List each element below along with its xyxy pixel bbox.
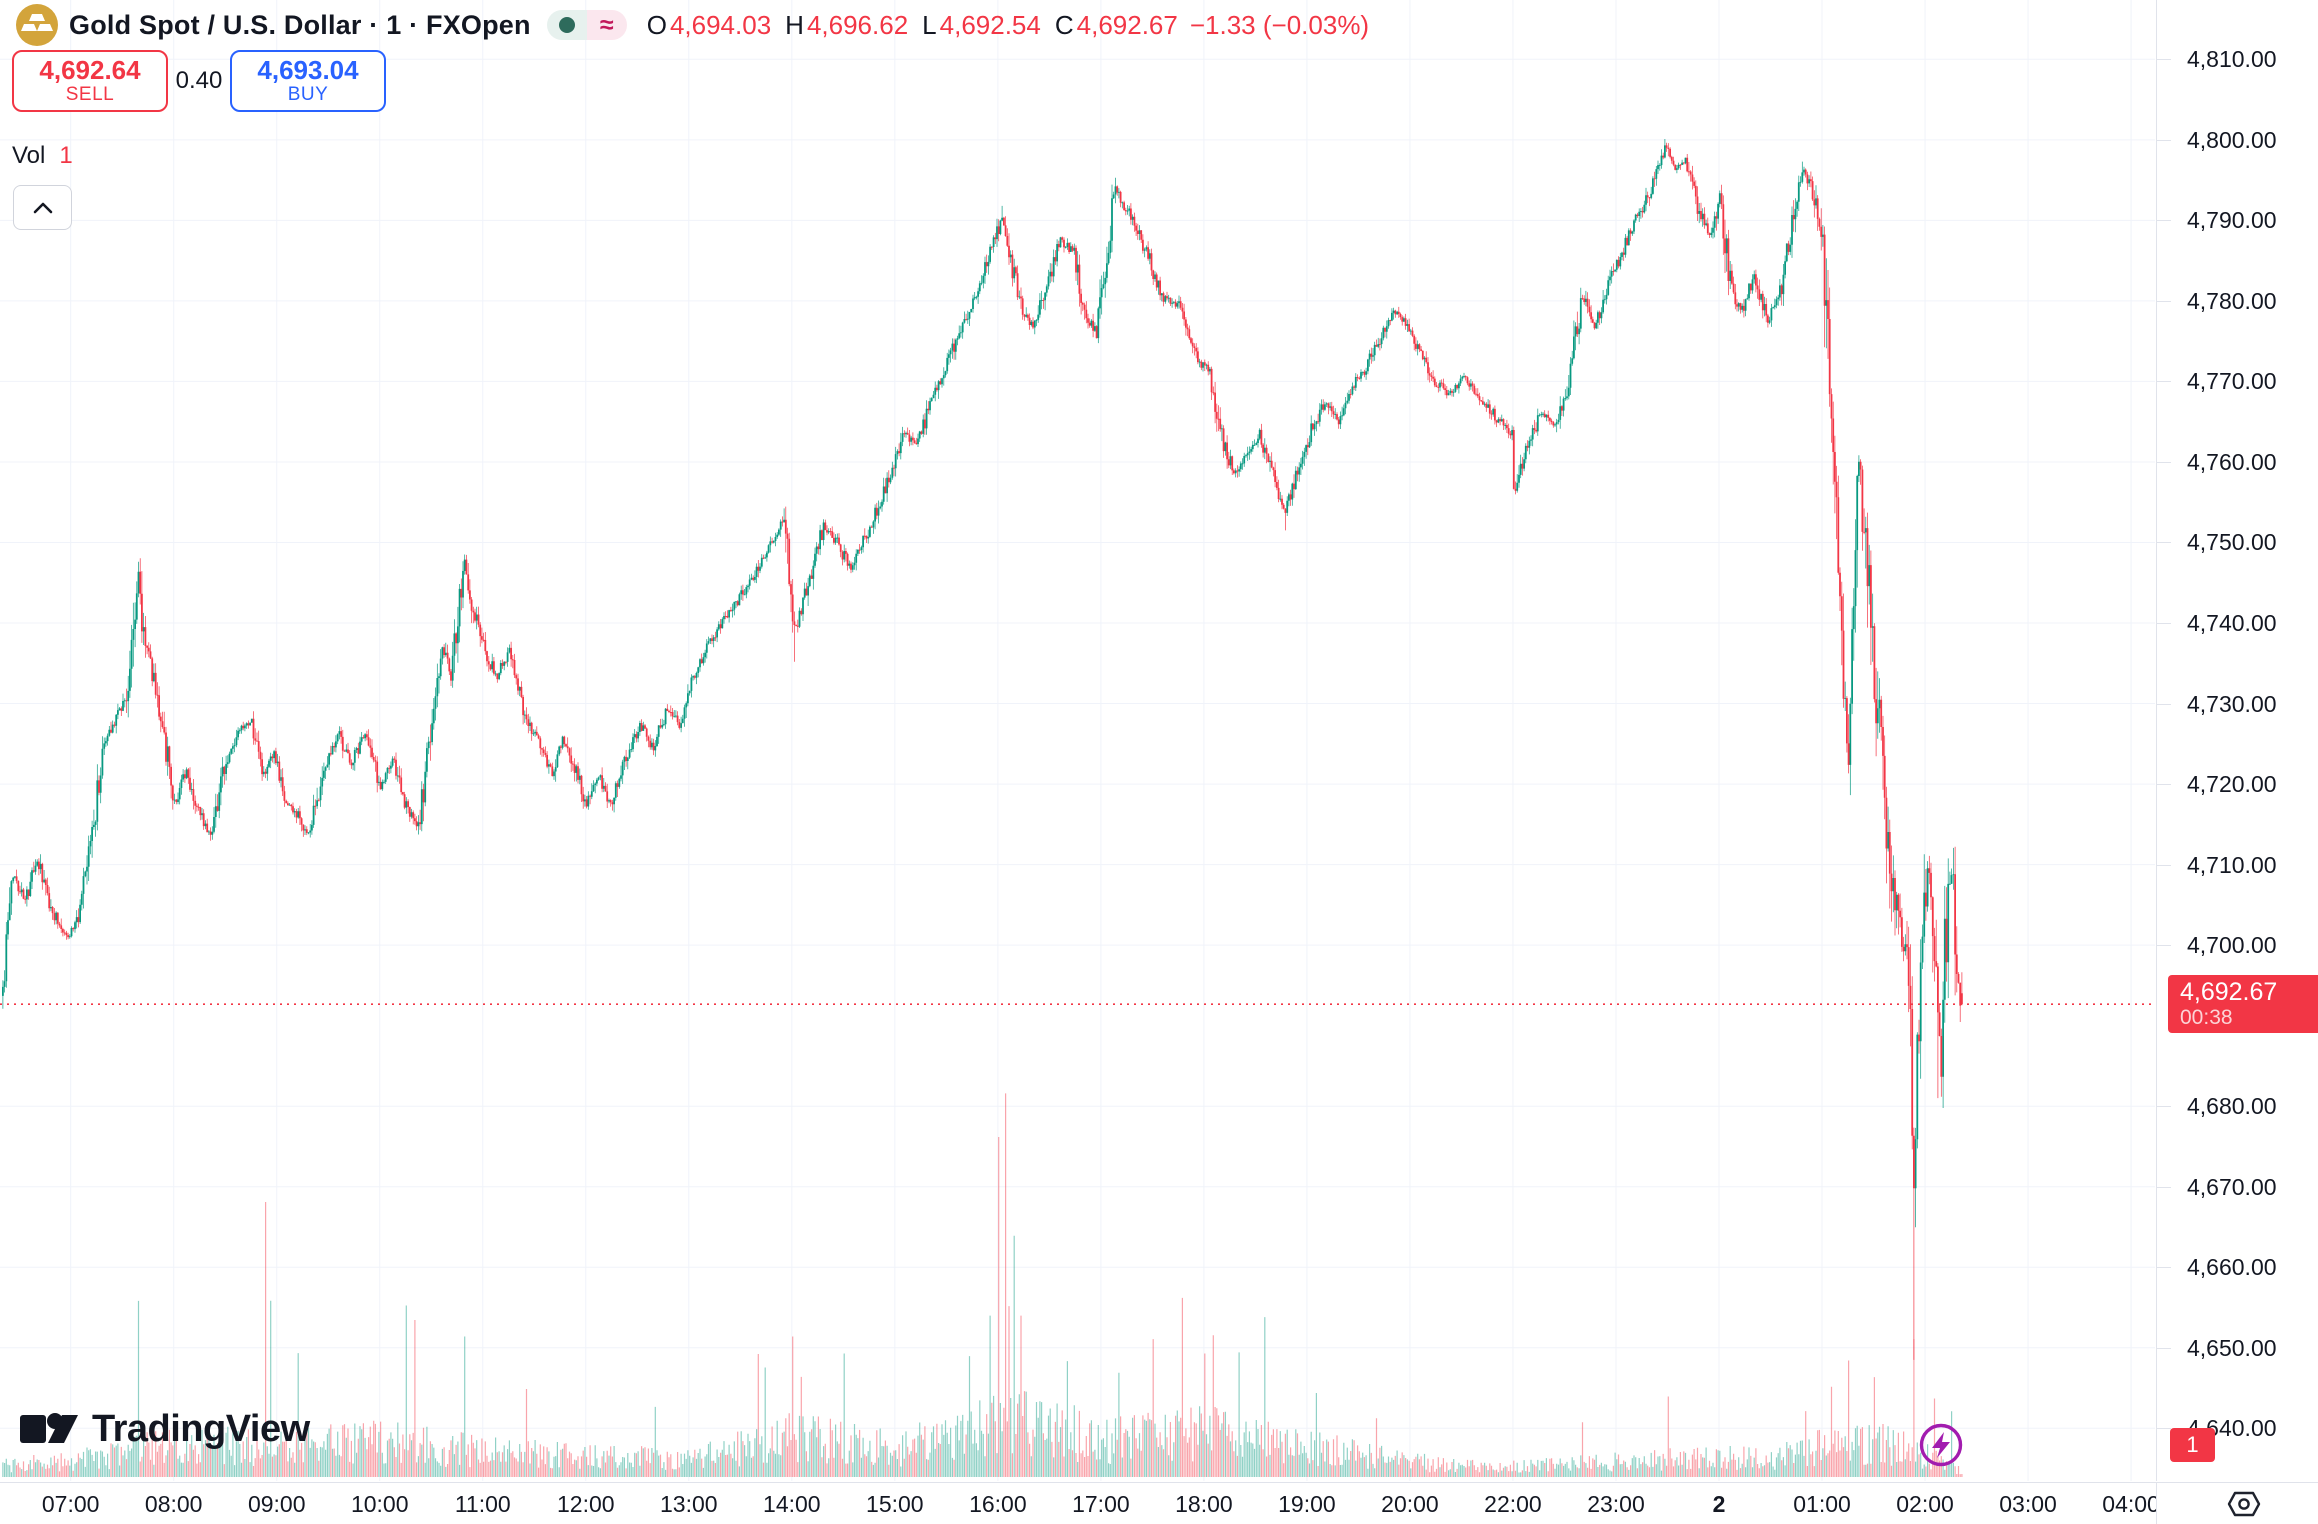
- price-tick-label: 4,680.00: [2187, 1093, 2277, 1120]
- sell-button[interactable]: 4,692.64 SELL: [12, 50, 168, 112]
- change-value: −1.33 (−0.03%): [1189, 9, 1370, 40]
- price-tick-label: 4,760.00: [2187, 448, 2277, 475]
- time-tick-label: 01:00: [1793, 1491, 1851, 1517]
- lightning-bolt-icon[interactable]: [1918, 1422, 1964, 1468]
- time-tick-label: 08:00: [144, 1491, 203, 1517]
- low-label: L: [922, 9, 937, 40]
- time-tick-label: 18:00: [1175, 1491, 1233, 1517]
- sell-label: SELL: [65, 84, 115, 105]
- buy-label: BUY: [287, 84, 329, 105]
- price-tickmark: [2157, 1347, 2171, 1349]
- price-tick-label: 4,740.00: [2187, 610, 2277, 636]
- price-tickmark: [2157, 623, 2171, 624]
- time-tick-label: 22:00: [1484, 1491, 1542, 1517]
- price-tickmark: [2157, 300, 2171, 302]
- price-tick-label: 4,800.00: [2187, 126, 2277, 153]
- time-tick-label: 14:00: [763, 1491, 821, 1517]
- price-tick-label: 4,750.00: [2187, 529, 2277, 556]
- price-tickmark: [2157, 220, 2171, 222]
- time-tick-label: 04:00: [2102, 1491, 2156, 1517]
- volume-value: 1: [59, 142, 73, 169]
- price-tickmark: [2157, 1267, 2171, 1269]
- gold-bars-icon: [16, 4, 58, 46]
- sell-price: 4,692.64: [39, 55, 141, 85]
- time-tick-label: 03:00: [1999, 1491, 2057, 1517]
- price-tickmark: [2157, 139, 2171, 141]
- scale-settings-gear-icon[interactable]: [2225, 1485, 2263, 1523]
- buy-button[interactable]: 4,693.04 BUY: [230, 50, 386, 112]
- price-tickmark: [2157, 381, 2171, 383]
- time-tick-label: 19:00: [1278, 1491, 1336, 1517]
- time-tick-label: 09:00: [247, 1491, 306, 1517]
- price-tick-label: 4,730.00: [2187, 690, 2277, 717]
- price-tick-label: 4,670.00: [2187, 1173, 2277, 1200]
- tradingview-logo-text: TradingView: [92, 1407, 310, 1450]
- time-axis[interactable]: 07:00 08:00 09:00 10:00 11:00 12:00 13:00 14:00…: [0, 1482, 2156, 1524]
- axis-corner: [2156, 1482, 2318, 1524]
- trade-panel: 4,692.64 SELL 0.40 4,693.04 BUY: [12, 50, 386, 112]
- time-tick-label: 15:00: [866, 1491, 924, 1517]
- price-tickmark: [2157, 1428, 2171, 1430]
- price-axis[interactable]: 4,810.00 4,800.00 4,790.00 4,780.00 4,770.00…: [2156, 0, 2318, 1481]
- price-tick-label: 4,810.00: [2187, 46, 2277, 73]
- price-tick-label: 4,660.00: [2187, 1254, 2277, 1281]
- price-tickmark: [2157, 864, 2171, 866]
- price-tick-label: 4,700.00: [2187, 932, 2277, 959]
- tradingview-logo-icon: [20, 1413, 78, 1443]
- price-tickmark: [2157, 703, 2171, 705]
- chevron-up-icon: [33, 202, 52, 213]
- bar-countdown: 00:38: [2180, 1006, 2233, 1030]
- time-tick-label: 12:00: [556, 1491, 615, 1517]
- time-tick-day-marker: 2: [1712, 1491, 1726, 1517]
- price-tickmark: [2157, 1186, 2171, 1188]
- time-tick-label: 20:00: [1381, 1491, 1439, 1517]
- high-label: H: [785, 9, 804, 40]
- time-tick-label: 16:00: [969, 1491, 1027, 1517]
- delayed-data-icon: ≈: [586, 10, 627, 40]
- market-open-dot-icon: [546, 10, 587, 40]
- market-status-pills: ≈: [546, 10, 627, 40]
- price-tickmark: [2157, 1106, 2171, 1108]
- time-tick-label: 17:00: [1072, 1491, 1130, 1517]
- volume-axis-badge: 1: [2170, 1428, 2215, 1462]
- price-tick-label: 4,790.00: [2187, 207, 2277, 234]
- symbol-header: Gold Spot / U.S. Dollar · 1 · FXOpen ≈ O…: [16, 4, 1369, 46]
- open-label: O: [646, 9, 667, 40]
- price-tick-label: 4,710.00: [2187, 851, 2277, 878]
- volume-indicator-legend[interactable]: Vol 1: [12, 142, 73, 170]
- time-tick-label: 02:00: [1896, 1491, 1954, 1517]
- volume-label: Vol: [12, 142, 46, 169]
- price-tick-label: 4,770.00: [2187, 368, 2277, 395]
- price-tick-label: 4,720.00: [2187, 771, 2277, 798]
- last-price: 4,692.67: [2180, 978, 2278, 1007]
- high-value: 4,696.62: [806, 9, 909, 40]
- ohlc-values: O 4,694.03 H 4,696.62 L 4,692.54 C 4,692…: [647, 10, 1369, 41]
- tradingview-logo[interactable]: TradingView: [20, 1404, 310, 1454]
- time-tick-label: 13:00: [660, 1491, 718, 1517]
- price-tickmark: [2157, 784, 2171, 786]
- buy-price: 4,693.04: [257, 55, 359, 85]
- time-tick-label: 10:00: [350, 1491, 409, 1517]
- low-value: 4,692.54: [939, 9, 1041, 40]
- open-value: 4,694.03: [669, 9, 772, 40]
- price-tickmark: [2157, 461, 2171, 463]
- price-tickmark: [2157, 945, 2171, 947]
- symbol-title[interactable]: Gold Spot / U.S. Dollar · 1 · FXOpen: [69, 9, 531, 40]
- price-tick-label: 4,650.00: [2187, 1334, 2277, 1361]
- price-tickmark: [2157, 59, 2171, 61]
- collapse-panel-button[interactable]: [13, 185, 72, 230]
- last-price-badge: 4,692.67 00:38: [2168, 975, 2318, 1034]
- close-label: C: [1054, 9, 1074, 40]
- price-tick-label: 4,780.00: [2187, 287, 2277, 314]
- price-tickmark: [2157, 542, 2171, 544]
- time-tick-label: 23:00: [1587, 1491, 1645, 1517]
- spread-value: 0.40: [175, 67, 223, 94]
- time-tick-label: 07:00: [41, 1491, 100, 1517]
- close-value: 4,692.67: [1076, 9, 1178, 40]
- time-tick-label: 11:00: [454, 1491, 511, 1517]
